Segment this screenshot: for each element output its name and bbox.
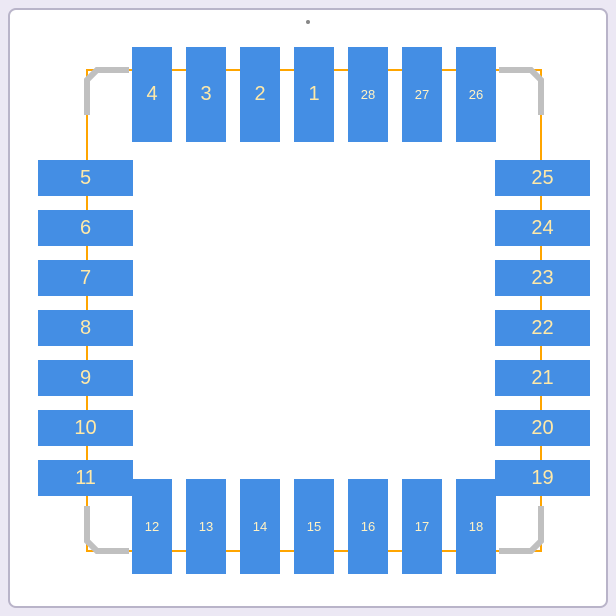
footprint-canvas: 4321282726121314151617185678910112524232… (0, 0, 616, 616)
corner-top-left (87, 70, 129, 115)
corner-bottom-left (87, 506, 129, 551)
corner-top-right (499, 70, 541, 115)
corner-bottom-right (499, 506, 541, 551)
corner-overlay (0, 0, 616, 616)
